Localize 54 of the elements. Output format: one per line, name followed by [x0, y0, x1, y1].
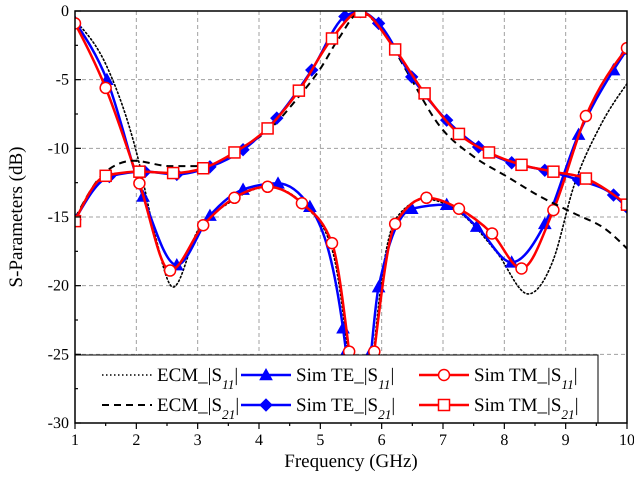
point: [164, 264, 176, 277]
y-axis-title: S-Parameters (dB): [6, 146, 27, 288]
point: [133, 165, 146, 178]
point: [133, 177, 146, 190]
x-tick-label: 3: [194, 432, 202, 449]
x-tick-label: 4: [255, 432, 263, 449]
y-tick-label: -25: [48, 346, 69, 364]
x-tick-label: 2: [132, 432, 140, 449]
y-tick-label: -30: [48, 415, 69, 432]
legend-label: Sim TM_|S$_{11}$|: [474, 365, 578, 392]
point: [99, 170, 112, 182]
y-tick-label: 0: [61, 3, 69, 20]
point: [420, 192, 433, 204]
point: [515, 262, 528, 275]
point: [261, 180, 274, 194]
point: [418, 87, 431, 100]
point: [580, 110, 592, 122]
point: [326, 236, 338, 250]
point: [547, 165, 560, 178]
point: [261, 122, 274, 135]
point: [580, 172, 592, 185]
x-tick-label: 1: [71, 432, 79, 449]
point: [196, 218, 210, 232]
x-tick-label: 6: [378, 432, 386, 449]
point: [326, 32, 338, 45]
x-tick-label: 7: [439, 432, 447, 449]
point: [196, 162, 210, 174]
legend-label: Sim TE_|S$_{11}$|: [296, 365, 394, 392]
y-tick-label: -15: [48, 209, 69, 226]
legend-label: Sim TM_|S$_{21}$|: [474, 395, 579, 422]
point: [515, 158, 528, 172]
y-tick-label: -20: [48, 278, 69, 295]
point: [228, 146, 241, 159]
y-tick-label: -10: [48, 140, 69, 158]
point: [486, 227, 498, 240]
legend-label: Sim TE_|S$_{21}$|: [296, 395, 396, 422]
point: [228, 192, 241, 204]
point: [388, 218, 402, 230]
point: [452, 202, 466, 216]
point: [296, 197, 308, 210]
point: [292, 84, 306, 97]
point: [388, 43, 402, 56]
point: [547, 204, 560, 216]
y-tick-label: -5: [56, 72, 69, 89]
x-tick-label: 5: [316, 432, 324, 449]
x-tick-label: 8: [500, 432, 508, 449]
legend-label: ECM_|S$_{11}$|: [157, 365, 238, 392]
point: [99, 82, 112, 94]
x-axis-title: Frequency (GHz): [284, 451, 418, 472]
point: [452, 128, 466, 140]
legend-label: ECM_|S$_{21}$|: [157, 395, 240, 422]
point: [482, 146, 496, 159]
point: [470, 220, 484, 232]
x-tick-label: 9: [562, 432, 570, 449]
